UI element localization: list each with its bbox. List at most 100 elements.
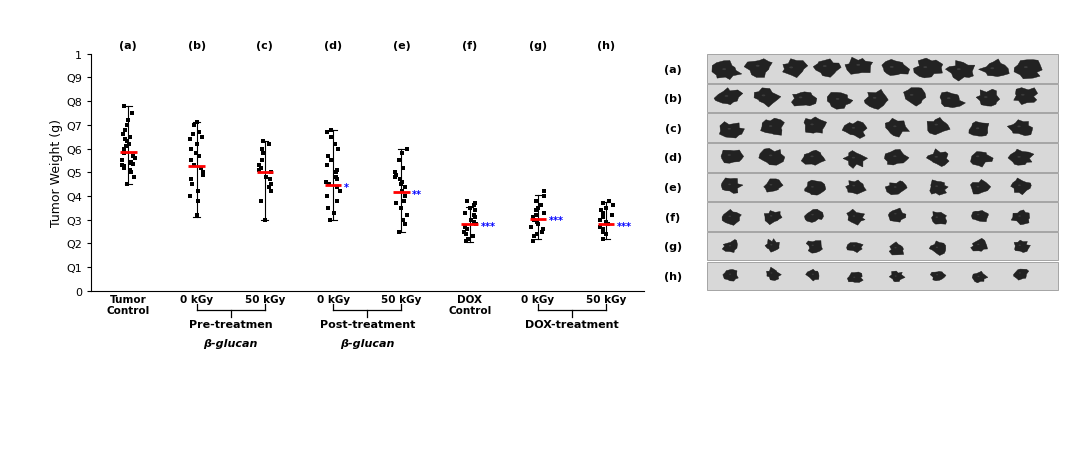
Point — [398, 146, 415, 153]
Point — [115, 103, 132, 110]
Point — [319, 205, 336, 212]
Ellipse shape — [811, 156, 814, 158]
Point — [254, 157, 271, 165]
Ellipse shape — [977, 276, 979, 278]
Point — [387, 174, 404, 181]
Point — [598, 219, 615, 226]
Point — [318, 179, 335, 186]
Point — [328, 167, 345, 174]
Polygon shape — [940, 93, 965, 108]
Point — [530, 205, 547, 212]
Text: Pre-treatmen: Pre-treatmen — [189, 319, 272, 329]
Ellipse shape — [936, 274, 938, 276]
Point — [535, 209, 552, 217]
Ellipse shape — [936, 217, 938, 218]
Point — [116, 136, 134, 143]
Point — [388, 200, 405, 207]
Polygon shape — [971, 152, 993, 168]
Text: (e): (e) — [393, 41, 410, 51]
Point — [532, 202, 549, 210]
Point — [121, 167, 138, 174]
Text: (g): (g) — [664, 242, 682, 252]
Point — [392, 205, 409, 212]
Ellipse shape — [852, 128, 855, 129]
Text: (a): (a) — [664, 65, 682, 74]
Point — [534, 226, 551, 233]
Ellipse shape — [976, 187, 979, 188]
Point — [536, 193, 553, 200]
Point — [460, 236, 477, 243]
Polygon shape — [721, 178, 743, 194]
Text: β-glucan: β-glucan — [340, 339, 394, 349]
Point — [187, 150, 204, 157]
Ellipse shape — [729, 274, 732, 275]
Point — [396, 221, 413, 228]
Point — [126, 155, 143, 162]
Ellipse shape — [893, 126, 896, 128]
Point — [116, 126, 134, 134]
Ellipse shape — [934, 125, 938, 126]
Polygon shape — [904, 89, 926, 107]
Point — [394, 188, 411, 196]
Polygon shape — [930, 272, 946, 281]
Ellipse shape — [812, 274, 814, 275]
Point — [457, 209, 474, 217]
Point — [123, 169, 140, 177]
Point — [121, 160, 138, 167]
Polygon shape — [847, 243, 863, 253]
Point — [252, 165, 269, 172]
Polygon shape — [765, 239, 780, 253]
Point — [188, 120, 205, 127]
Point — [524, 214, 541, 222]
Ellipse shape — [770, 244, 772, 246]
Point — [458, 238, 475, 245]
Polygon shape — [885, 182, 907, 195]
Point — [254, 138, 271, 146]
Polygon shape — [764, 180, 783, 192]
Polygon shape — [801, 151, 826, 166]
Bar — [707, 262, 1058, 290]
Point — [257, 174, 274, 181]
Ellipse shape — [769, 155, 772, 157]
Point — [467, 207, 484, 214]
Text: (b): (b) — [664, 94, 682, 104]
Point — [115, 163, 132, 171]
Ellipse shape — [728, 184, 731, 186]
Ellipse shape — [769, 126, 772, 128]
Bar — [707, 173, 1058, 202]
Polygon shape — [754, 89, 781, 108]
Point — [184, 181, 201, 188]
Polygon shape — [847, 273, 863, 283]
Point — [119, 181, 136, 188]
Point — [395, 165, 412, 172]
Point — [595, 226, 612, 233]
Point — [115, 148, 132, 155]
Point — [250, 162, 267, 169]
Point — [458, 197, 475, 205]
Point — [330, 146, 347, 153]
Polygon shape — [884, 150, 909, 166]
Ellipse shape — [984, 97, 988, 99]
Polygon shape — [722, 240, 737, 253]
Point — [323, 157, 340, 165]
Point — [524, 238, 541, 245]
Point — [529, 231, 546, 238]
Point — [396, 193, 413, 200]
Point — [185, 131, 202, 139]
Point — [329, 177, 346, 184]
Point — [458, 226, 475, 233]
Polygon shape — [842, 121, 867, 139]
Point — [595, 228, 612, 236]
Point — [120, 141, 137, 148]
Polygon shape — [1010, 178, 1032, 195]
Point — [525, 233, 543, 240]
Ellipse shape — [857, 65, 860, 66]
Ellipse shape — [727, 129, 731, 131]
Polygon shape — [783, 60, 807, 78]
Point — [122, 134, 139, 141]
Point — [530, 221, 547, 228]
Ellipse shape — [894, 187, 896, 188]
Point — [186, 122, 203, 129]
Point — [186, 162, 203, 169]
Point — [466, 219, 483, 226]
